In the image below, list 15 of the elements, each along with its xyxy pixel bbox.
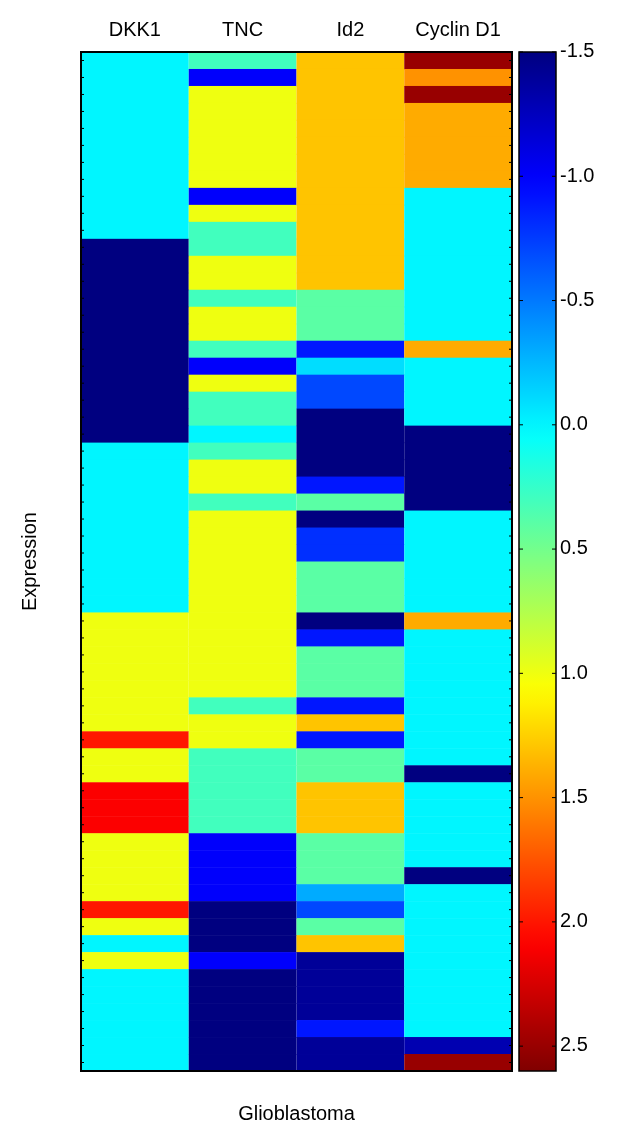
color-bar-label: -1.0 xyxy=(560,163,595,186)
color-bar-label: 2.0 xyxy=(560,909,588,932)
x-tick-label: DKK1 xyxy=(108,18,161,40)
color-bar-label: -0.5 xyxy=(560,287,595,310)
y-axis-title: Expression xyxy=(18,512,40,611)
color-bar-label: -1.5 xyxy=(560,39,595,62)
color-bar-label: 0.5 xyxy=(560,536,588,559)
color-bar-label: 0.0 xyxy=(560,412,588,435)
x-axis-title: Glioblastoma xyxy=(238,1102,356,1124)
color-bar-label: 1.5 xyxy=(560,784,588,807)
x-tick-label: TNC xyxy=(222,18,264,40)
color-bar-label: 1.0 xyxy=(560,660,588,683)
color-bar-label: 2.5 xyxy=(560,1033,588,1056)
x-tick-label: Cyclin D1 xyxy=(415,18,501,40)
x-tick-label: Id2 xyxy=(336,18,365,40)
